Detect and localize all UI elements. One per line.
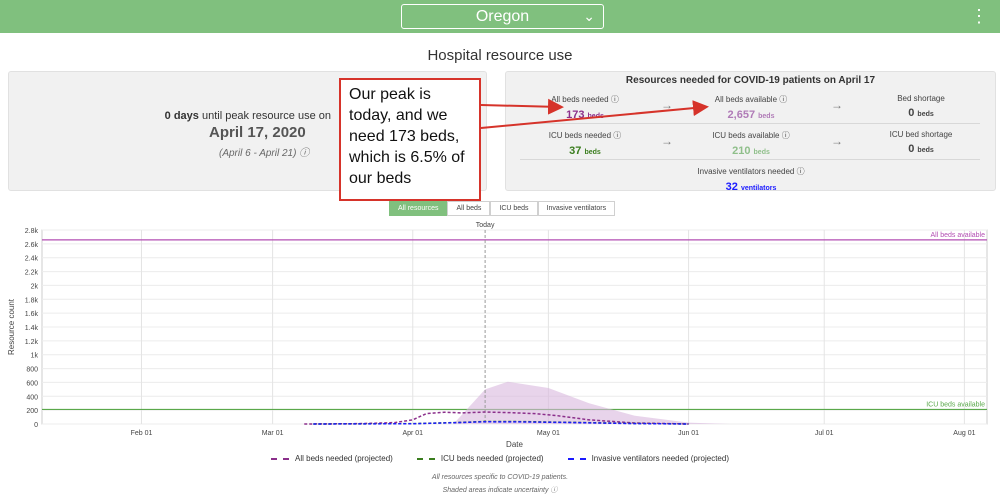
info-icon[interactable]: ⓘ: [613, 131, 622, 140]
metric-value: 210 beds: [732, 145, 770, 157]
metric-icu-beds-available: ICU beds available ⓘ 210 beds: [696, 130, 806, 157]
metric-value: 2,657 beds: [727, 109, 775, 121]
metric-label: ICU beds available: [712, 131, 780, 140]
today-label: Today: [476, 222, 495, 229]
arrow-right-icon: →: [831, 134, 843, 148]
metric-label: ICU bed shortage: [889, 130, 953, 139]
metric-label: All beds needed: [551, 95, 609, 104]
annotation-callout: Our peak is today, and we need 173 beds,…: [339, 78, 481, 201]
x-tick-label: Apr 01: [402, 430, 423, 437]
footnote-uncertainty: Shaded areas indicate uncertainty ⓘ: [0, 485, 1000, 495]
y-tick-label: 0: [34, 422, 38, 429]
resources-title: Resources needed for COVID-19 patients o…: [625, 75, 876, 86]
y-tick-label: 400: [26, 394, 38, 401]
y-tick-label: 1k: [31, 353, 39, 360]
state-select[interactable]: Oregon ⌄: [401, 4, 604, 29]
reference-line-label: ICU beds available: [926, 401, 985, 408]
metric-all-beds-available: All beds available ⓘ 2,657 beds: [696, 94, 806, 121]
x-tick-label: Feb 01: [131, 430, 153, 437]
arrow-right-icon: →: [831, 98, 843, 112]
tab-all-resources[interactable]: All resources: [389, 201, 448, 216]
tab-all-beds[interactable]: All beds: [447, 201, 491, 216]
info-icon[interactable]: ⓘ: [610, 95, 619, 104]
y-tick-label: 800: [26, 367, 38, 374]
x-tick-label: Mar 01: [262, 430, 284, 437]
info-icon[interactable]: ⓘ: [299, 148, 310, 159]
footnote-covid: All resources specific to COVID-19 patie…: [431, 474, 569, 481]
state-select-label: Oregon: [475, 8, 530, 25]
metric-value: 173 beds: [566, 109, 604, 121]
y-tick-label: 2.8k: [25, 228, 39, 235]
info-icon[interactable]: ⓘ: [781, 131, 790, 140]
x-tick-label: Jun 01: [678, 430, 699, 437]
divider: [520, 159, 980, 160]
resource-tabs: All resources All beds ICU beds Invasive…: [389, 201, 616, 216]
peak-days: 0 days: [164, 110, 199, 122]
section-title: Hospital resource use: [427, 47, 573, 64]
info-icon[interactable]: ⓘ: [550, 487, 558, 494]
legend-label: Invasive ventilators needed (projected): [591, 454, 729, 463]
tab-invasive-ventilators[interactable]: Invasive ventilators: [537, 201, 616, 216]
x-axis-label: Date: [506, 440, 523, 449]
metric-value: 32 ventilators: [725, 181, 777, 193]
divider: [520, 123, 980, 124]
y-tick-label: 200: [26, 408, 38, 415]
y-tick-label: 1.2k: [25, 339, 39, 346]
y-tick-label: 600: [26, 380, 38, 387]
y-tick-label: 2.6k: [25, 242, 39, 249]
reference-line-label: All beds available: [931, 232, 986, 239]
x-tick-label: Aug 01: [953, 430, 975, 437]
metric-label: All beds available: [714, 95, 778, 104]
top-bar: Oregon ⌄ ⋮: [0, 0, 1000, 33]
footnote-uncertainty-text: Shaded areas indicate uncertainty: [442, 487, 549, 494]
metric-ventilators: Invasive ventilators needed ⓘ 32 ventila…: [676, 166, 826, 193]
y-axis-label: Resource count: [7, 298, 16, 355]
peak-range-text: (April 6 - April 21): [219, 148, 297, 159]
legend-item-icu-beds[interactable]: ICU beds needed (projected): [416, 454, 544, 463]
legend-item-ventilators[interactable]: Invasive ventilators needed (projected): [567, 454, 729, 463]
y-tick-label: 1.4k: [25, 325, 39, 332]
metric-bed-shortage: Bed shortage 0 beds: [866, 94, 976, 119]
legend-swatch: [271, 457, 289, 460]
chevron-down-icon: ⌄: [583, 8, 595, 24]
chart-legend: All beds needed (projected) ICU beds nee…: [0, 454, 1000, 463]
more-menu-icon[interactable]: ⋮: [970, 6, 988, 26]
legend-swatch: [567, 457, 586, 460]
y-tick-label: 1.8k: [25, 297, 39, 304]
y-tick-label: 1.6k: [25, 311, 39, 318]
metric-label: ICU beds needed: [548, 131, 612, 140]
resources-card: Resources needed for COVID-19 patients o…: [505, 71, 996, 193]
legend-label: All beds needed (projected): [295, 454, 393, 463]
series-all-beds-line: [304, 411, 689, 425]
metric-icu-beds-needed: ICU beds needed ⓘ 37 beds: [530, 130, 640, 157]
metric-value: 0 beds: [908, 107, 934, 119]
uncertainty-band: [453, 381, 730, 424]
info-icon[interactable]: ⓘ: [779, 95, 788, 104]
peak-countdown: 0 days until peak resource use on: [9, 110, 486, 122]
metric-label: Invasive ventilators needed: [697, 167, 795, 176]
y-tick-label: 2.2k: [25, 270, 39, 277]
y-tick-label: 2.4k: [25, 256, 39, 263]
series-ventilators-line: [313, 421, 689, 425]
legend-swatch: [416, 457, 435, 460]
legend-item-all-beds[interactable]: All beds needed (projected): [271, 454, 393, 463]
y-tick-label: 2k: [31, 283, 39, 290]
arrow-right-icon: →: [661, 134, 673, 148]
peak-until-text: until peak resource use on: [198, 110, 331, 122]
legend-label: ICU beds needed (projected): [440, 454, 544, 463]
tab-icu-beds[interactable]: ICU beds: [490, 201, 538, 216]
metric-label: Bed shortage: [897, 94, 945, 103]
arrow-right-icon: →: [661, 98, 673, 112]
x-tick-label: May 01: [537, 430, 560, 437]
metric-value: 37 beds: [569, 145, 601, 157]
resource-chart: 0 200 400 600 800 1k 1.2k 1.4k 1.6k 1.8k 2k 2.2k 2.4…: [7, 222, 988, 449]
peak-range: (April 6 - April 21) ⓘ: [9, 144, 486, 159]
metric-all-beds-needed: All beds needed ⓘ 173 beds: [530, 94, 640, 121]
metric-value: 0 beds: [908, 143, 934, 155]
metric-icu-bed-shortage: ICU bed shortage 0 beds: [866, 130, 976, 155]
peak-date: April 17, 2020: [209, 124, 306, 141]
info-icon[interactable]: ⓘ: [796, 167, 805, 176]
x-tick-label: Jul 01: [815, 430, 834, 437]
